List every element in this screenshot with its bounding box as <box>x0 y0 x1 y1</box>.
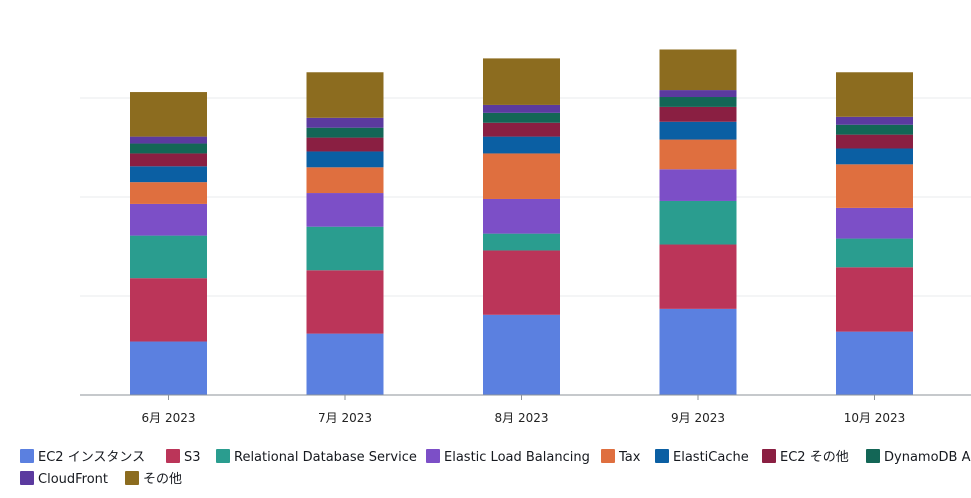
legend-label: EC2 その他 <box>780 450 849 465</box>
bar-segment-dynamodb-ac-4[interactable] <box>836 124 913 135</box>
bar-segment-ec2-インスタンス-1[interactable] <box>306 333 384 395</box>
x-tick-label: 9月 2023 <box>671 411 725 425</box>
legend-item-cloudfront[interactable]: CloudFront <box>20 471 108 487</box>
bar-segment-ec2-その他-1[interactable] <box>306 137 384 152</box>
legend-swatch <box>125 471 139 485</box>
bar-segment-ec2-その他-3[interactable] <box>659 106 737 122</box>
x-tick-label: 10月 2023 <box>844 411 906 425</box>
x-tick-label: 7月 2023 <box>318 411 372 425</box>
bar-segment-dynamodb-ac-1[interactable] <box>306 127 384 138</box>
legend: EC2 インスタンス S3 Relational Database Service E… <box>20 449 971 487</box>
legend-label: Tax <box>618 450 641 465</box>
bar-segment-cloudfront-1[interactable] <box>306 117 384 128</box>
bar-segment-その他-0[interactable] <box>130 92 207 137</box>
legend-item-その他[interactable]: その他 <box>125 471 182 487</box>
bar-segment-s3-2[interactable] <box>483 250 560 315</box>
bar-segment-ec2-その他-4[interactable] <box>836 134 913 149</box>
legend-label: EC2 インスタンス <box>38 450 145 465</box>
bar-segment-elasticache-2[interactable] <box>483 136 560 154</box>
bar-segment-cloudfront-2[interactable] <box>483 104 560 113</box>
legend-swatch <box>166 449 180 463</box>
legend-item-relational-database-service[interactable]: Relational Database Service <box>216 449 417 465</box>
bar-segment-tax-0[interactable] <box>130 182 207 204</box>
legend-swatch <box>20 449 34 463</box>
bar-segment-elastic-load-balancing-4[interactable] <box>836 207 913 239</box>
legend-swatch <box>216 449 230 463</box>
legend-swatch <box>655 449 669 463</box>
legend-swatch <box>762 449 776 463</box>
bars <box>130 49 913 395</box>
bar-segment-elasticache-3[interactable] <box>659 121 737 140</box>
bar-segment-その他-3[interactable] <box>659 49 737 91</box>
bar-segment-dynamodb-ac-2[interactable] <box>483 112 560 123</box>
legend-label: その他 <box>143 472 182 487</box>
legend-swatch <box>20 471 34 485</box>
bar-segment-tax-1[interactable] <box>306 167 384 194</box>
bar-segment-ec2-インスタンス-3[interactable] <box>659 308 737 395</box>
legend-item-ec2-インスタンス[interactable]: EC2 インスタンス <box>20 449 145 465</box>
legend-label: Elastic Load Balancing <box>444 450 590 465</box>
x-tick-label: 6月 2023 <box>142 411 196 425</box>
bar-segment-elastic-load-balancing-0[interactable] <box>130 203 207 236</box>
bar-segment-s3-3[interactable] <box>659 244 737 309</box>
bar-segment-elasticache-1[interactable] <box>306 151 384 168</box>
legend-label: Relational Database Service <box>234 450 417 465</box>
legend-item-dynamodb-ac[interactable]: DynamoDB Ac <box>866 449 971 465</box>
legend-label: CloudFront <box>38 472 108 487</box>
bar-segment-cloudfront-0[interactable] <box>130 136 207 144</box>
legend-swatch <box>426 449 440 463</box>
bar-segment-cloudfront-3[interactable] <box>659 90 737 98</box>
bar-segment-s3-4[interactable] <box>836 267 913 332</box>
bar-segment-ec2-その他-2[interactable] <box>483 122 560 137</box>
legend-label: DynamoDB Ac <box>884 450 971 465</box>
bar-segment-tax-4[interactable] <box>836 164 913 208</box>
bar-segment-ec2-インスタンス-4[interactable] <box>836 331 913 395</box>
bar-segment-s3-0[interactable] <box>130 278 207 342</box>
bar-segment-elastic-load-balancing-1[interactable] <box>306 193 384 227</box>
bar-segment-elastic-load-balancing-3[interactable] <box>659 169 737 201</box>
legend-label: ElastiCache <box>673 450 749 465</box>
legend-item-s3[interactable]: S3 <box>166 449 201 465</box>
bar-segment-relational-database-service-2[interactable] <box>483 233 560 251</box>
bar-segment-dynamodb-ac-0[interactable] <box>130 143 207 154</box>
bar-segment-その他-1[interactable] <box>306 72 384 118</box>
bar-segment-elastic-load-balancing-2[interactable] <box>483 198 560 234</box>
legend-item-tax[interactable]: Tax <box>601 449 641 465</box>
bar-segment-elasticache-4[interactable] <box>836 148 913 165</box>
legend-swatch <box>866 449 880 463</box>
bar-segment-ec2-その他-0[interactable] <box>130 153 207 167</box>
bar-segment-その他-2[interactable] <box>483 58 560 105</box>
bar-segment-elasticache-0[interactable] <box>130 166 207 183</box>
legend-label: S3 <box>184 450 201 465</box>
bar-segment-tax-3[interactable] <box>659 139 737 170</box>
bar-segment-relational-database-service-3[interactable] <box>659 200 737 245</box>
bar-segment-tax-2[interactable] <box>483 153 560 199</box>
legend-swatch <box>601 449 615 463</box>
bar-segment-s3-1[interactable] <box>306 270 384 334</box>
legend-item-ec2-その他[interactable]: EC2 その他 <box>762 449 849 465</box>
bar-segment-relational-database-service-4[interactable] <box>836 238 913 268</box>
bar-segment-relational-database-service-1[interactable] <box>306 226 384 271</box>
bar-segment-ec2-インスタンス-2[interactable] <box>483 314 560 395</box>
x-axis: 6月 2023 7月 2023 8月 2023 9月 2023 10月 2023 <box>80 394 971 425</box>
bar-segment-dynamodb-ac-3[interactable] <box>659 97 737 107</box>
bar-segment-cloudfront-4[interactable] <box>836 116 913 125</box>
bar-segment-その他-4[interactable] <box>836 72 913 117</box>
legend-item-elastic-load-balancing[interactable]: Elastic Load Balancing <box>426 449 590 465</box>
bar-segment-relational-database-service-0[interactable] <box>130 235 207 279</box>
legend-item-elasticache[interactable]: ElastiCache <box>655 449 749 465</box>
x-tick-label: 8月 2023 <box>495 411 549 425</box>
bar-segment-ec2-インスタンス-0[interactable] <box>130 341 207 395</box>
